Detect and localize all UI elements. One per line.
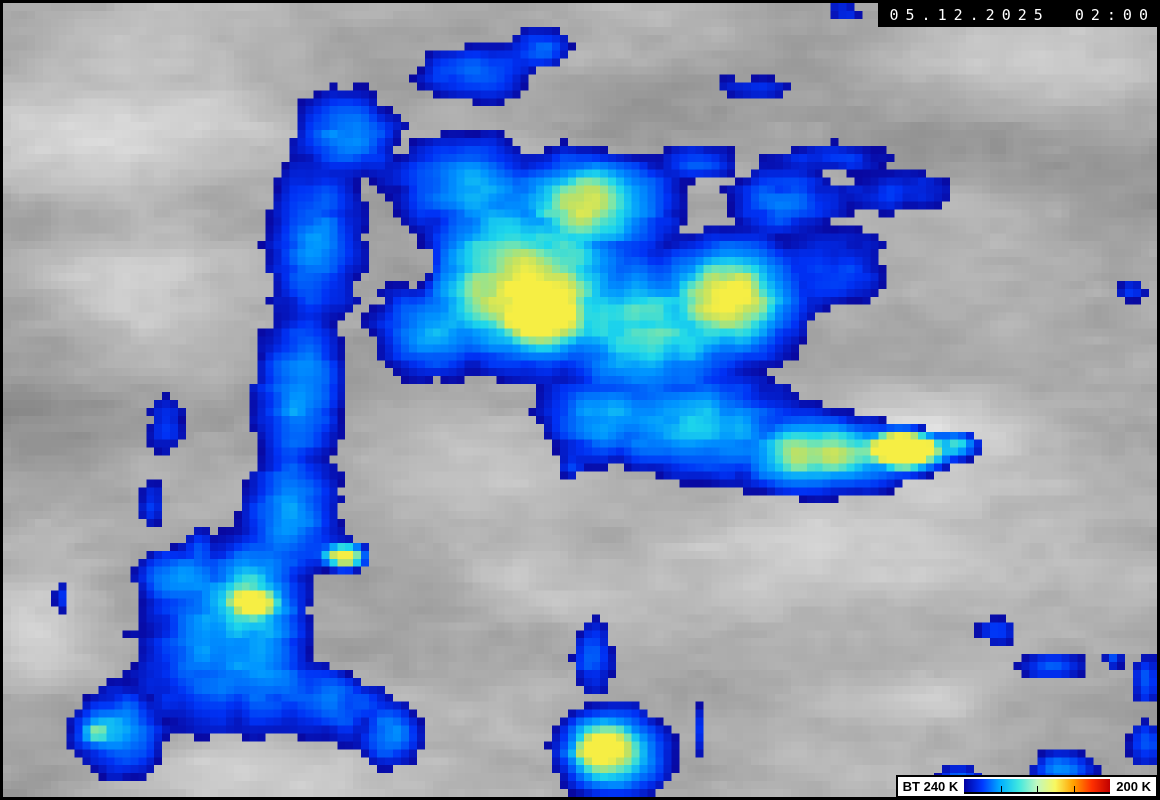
colorbar-legend: BT 240 K 200 K [895, 775, 1158, 798]
colorbar-tick [1000, 786, 1002, 792]
satellite-ir-image [3, 3, 1157, 797]
colorbar-tick [1073, 786, 1075, 792]
colorbar-tick [1037, 786, 1039, 792]
timestamp-overlay: 05.12.2025 02:00 [877, 2, 1158, 27]
colorbar-gradient [964, 779, 1111, 794]
timestamp-text: 05.12.2025 02:00 [889, 6, 1155, 24]
colorbar-right-label: 200 K [1116, 779, 1151, 794]
colorbar-left-label: BT 240 K [902, 779, 959, 794]
